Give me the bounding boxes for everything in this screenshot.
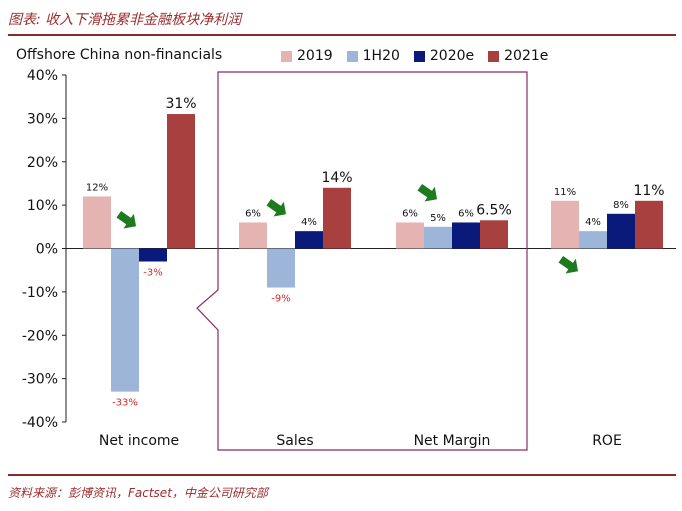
data-label: 8% — [613, 200, 629, 211]
legend-swatch — [413, 50, 425, 62]
top-rule — [8, 34, 676, 36]
legend-label: 2020e — [429, 48, 475, 64]
y-tick-label: -10% — [22, 285, 58, 301]
source-note: 资料来源：彭博资讯，Factset，中金公司研究部 — [8, 486, 268, 500]
chart-legend: 2019 1H20 2020e 2021e — [281, 48, 548, 64]
legend-swatch — [346, 50, 358, 62]
trend-arrow-icon — [266, 198, 287, 217]
category-label: Sales — [276, 433, 313, 449]
y-tick-label: 0% — [36, 242, 58, 258]
data-label: 12% — [86, 182, 108, 193]
bar-2020e — [452, 222, 480, 249]
y-tick-label: 20% — [27, 155, 58, 171]
bar-1h20 — [111, 248, 139, 392]
legend-label: 1H20 — [362, 48, 400, 64]
trend-arrow-icon — [417, 183, 438, 202]
highlight-box — [196, 71, 528, 451]
data-label: 4% — [301, 217, 317, 228]
legend-swatch — [488, 50, 500, 62]
data-label: 11% — [633, 183, 664, 199]
y-tick-label: 30% — [27, 111, 58, 127]
data-label: 11% — [554, 187, 576, 198]
data-label: 6% — [245, 208, 261, 219]
bar-2020e — [607, 213, 635, 249]
chart-subtitle: Offshore China non-financials — [16, 47, 223, 63]
data-label: 5% — [430, 213, 446, 224]
category-label: ROE — [592, 433, 622, 449]
data-label: 6% — [458, 208, 474, 219]
bar-2021e — [635, 200, 663, 249]
category-label: Net Margin — [414, 433, 491, 449]
y-tick-label: -40% — [22, 415, 58, 431]
data-label: -3% — [143, 268, 162, 279]
legend-label: 2019 — [297, 48, 333, 64]
trend-arrow-icon — [558, 255, 579, 274]
legend-item-1h20: 1H20 — [346, 48, 400, 64]
y-tick-label: 40% — [27, 68, 58, 84]
bar-2019 — [551, 200, 579, 249]
bar-2021e — [480, 220, 508, 249]
legend-item-2019: 2019 — [281, 48, 333, 64]
data-label: 4% — [585, 217, 601, 228]
bar-2021e — [323, 187, 351, 249]
data-label: 6% — [402, 208, 418, 219]
figure-title: 图表: 收入下滑拖累非金融板块净利润 — [8, 12, 242, 28]
bar-1h20 — [267, 248, 295, 288]
category-label: Net income — [99, 433, 179, 449]
legend-swatch — [281, 50, 292, 62]
y-tick-label: -30% — [22, 372, 58, 388]
bar-2019 — [239, 222, 267, 249]
bar-2019 — [396, 222, 424, 249]
data-label: -9% — [271, 294, 290, 305]
data-label: -33% — [112, 398, 138, 409]
bar-2020e — [139, 248, 167, 262]
data-label: 31% — [165, 96, 196, 112]
legend-item-2020e: 2020e — [413, 48, 475, 64]
bar-1h20 — [424, 226, 452, 249]
data-label: 14% — [321, 170, 352, 186]
bar-2019 — [83, 196, 111, 249]
bar-1h20 — [579, 231, 607, 249]
y-tick-label: 10% — [27, 198, 58, 214]
data-label: 6.5% — [476, 202, 512, 218]
legend-item-2021e: 2021e — [488, 48, 548, 64]
bar-2020e — [295, 231, 323, 249]
legend-label: 2021e — [504, 48, 549, 64]
trend-arrow-icon — [116, 210, 137, 229]
bottom-rule — [8, 474, 676, 476]
y-tick-label: -20% — [22, 328, 58, 344]
bar-2021e — [167, 114, 195, 249]
